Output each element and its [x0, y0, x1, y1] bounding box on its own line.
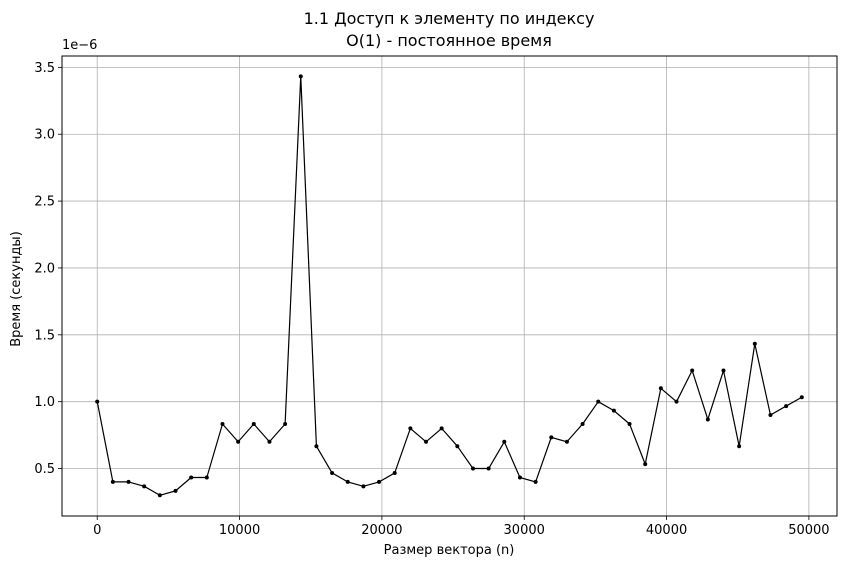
- grid: [62, 56, 837, 516]
- chart-title: 1.1 Доступ к элементу по индексу: [304, 9, 595, 28]
- data-point: [439, 426, 444, 431]
- data-point: [768, 413, 773, 418]
- data-point: [690, 368, 695, 373]
- data-point: [549, 435, 554, 440]
- data-point: [236, 439, 241, 444]
- data-point: [517, 475, 522, 480]
- data-point: [377, 479, 382, 484]
- x-tick-label: 10000: [219, 523, 260, 538]
- y-axis-title: Время (секунды): [9, 231, 24, 347]
- data-point: [627, 422, 632, 426]
- y-tick-label: 0.5: [34, 462, 55, 477]
- data-point: [173, 488, 178, 493]
- data-point: [298, 74, 303, 79]
- data-point: [643, 462, 648, 467]
- data-point: [189, 475, 194, 480]
- series: [95, 74, 804, 498]
- x-tick-label: 30000: [504, 523, 545, 538]
- data-point: [330, 470, 335, 475]
- data-point: [784, 404, 789, 409]
- series-line: [96, 75, 803, 496]
- data-point: [596, 399, 601, 404]
- data-point: [564, 439, 569, 444]
- data-point: [204, 475, 209, 480]
- chart-subtitle: O(1) - постоянное время: [346, 31, 552, 50]
- data-point: [392, 470, 397, 475]
- data-point: [580, 422, 585, 426]
- y-offset-label: 1e−6: [62, 38, 97, 53]
- data-point: [408, 426, 413, 431]
- ticks: 0 10000 20000 30000 40000 50000 0.5 1.0 1.5 2.0 2.…: [34, 61, 829, 538]
- y-tick-label: 2.5: [34, 195, 55, 210]
- data-point: [126, 479, 131, 484]
- data-point: [95, 399, 100, 404]
- data-point: [502, 439, 507, 444]
- data-point: [737, 444, 742, 449]
- data-point: [674, 399, 679, 404]
- data-point: [283, 422, 288, 426]
- x-tick-label: 40000: [646, 523, 687, 538]
- y-tick-label: 1.5: [34, 328, 55, 343]
- data-point: [345, 479, 350, 484]
- data-point: [424, 439, 429, 444]
- y-tick-label: 3.5: [34, 61, 55, 76]
- data-point: [251, 422, 256, 426]
- plot-frame: [61, 55, 838, 517]
- data-point: [455, 444, 460, 449]
- y-tick-label: 2.0: [34, 261, 55, 276]
- x-tick-label: 20000: [361, 523, 402, 538]
- x-tick-label: 0: [93, 523, 101, 538]
- data-point: [142, 484, 147, 489]
- data-point: [705, 417, 710, 422]
- x-axis-title: Размер вектора (n): [384, 543, 515, 558]
- y-tick-label: 3.0: [34, 128, 55, 143]
- data-point: [220, 422, 225, 426]
- y-tick-label: 1.0: [34, 395, 55, 410]
- x-tick-label: 50000: [788, 523, 829, 538]
- data-point: [486, 466, 491, 471]
- data-point: [470, 466, 475, 471]
- data-point: [361, 484, 366, 489]
- data-point: [267, 439, 272, 444]
- data-point: [721, 368, 726, 373]
- data-point: [752, 341, 757, 346]
- data-point: [157, 493, 162, 498]
- data-point: [110, 479, 115, 484]
- data-point: [611, 408, 616, 413]
- data-point: [533, 479, 538, 484]
- data-point: [799, 395, 804, 400]
- data-point: [658, 386, 663, 391]
- data-point: [314, 444, 319, 449]
